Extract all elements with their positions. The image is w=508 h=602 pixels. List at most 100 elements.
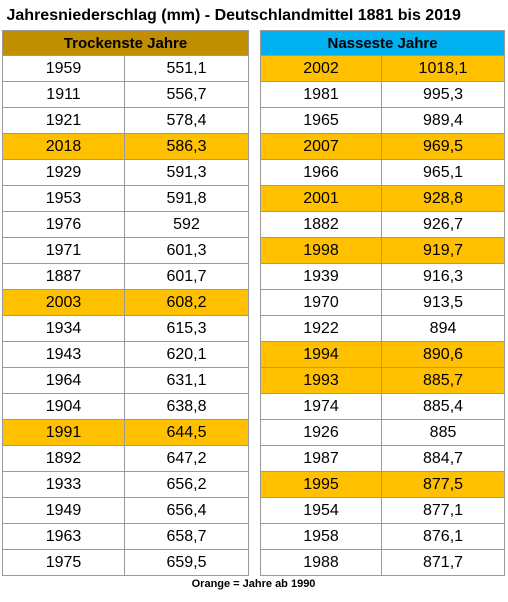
footnote: Orange = Jahre ab 1990 bbox=[191, 578, 316, 590]
year-cell: 2007 bbox=[260, 133, 382, 160]
value-cell: 995,3 bbox=[380, 81, 506, 108]
gap bbox=[248, 211, 261, 238]
gap bbox=[248, 289, 261, 316]
year-cell: 1994 bbox=[260, 341, 382, 368]
year-cell: 1904 bbox=[2, 393, 125, 420]
value-cell: 884,7 bbox=[380, 445, 506, 472]
value-cell: 551,1 bbox=[124, 55, 249, 82]
year-cell: 2001 bbox=[260, 185, 382, 212]
gap bbox=[248, 523, 261, 550]
value-cell: 586,3 bbox=[124, 133, 249, 160]
data-row: 1934 615,3 1922 894 bbox=[2, 315, 506, 342]
value-cell: 928,8 bbox=[380, 185, 506, 212]
value-cell: 631,1 bbox=[124, 367, 249, 394]
data-row: 1929 591,3 1966 965,1 bbox=[2, 159, 506, 186]
value-cell: 656,2 bbox=[124, 471, 249, 498]
year-cell: 1976 bbox=[2, 211, 125, 238]
year-cell: 1970 bbox=[260, 289, 382, 316]
data-row: 1975 659,5 1988 871,7 bbox=[2, 549, 506, 576]
value-cell: 919,7 bbox=[380, 237, 506, 264]
value-cell: 592 bbox=[124, 211, 249, 238]
year-cell: 1922 bbox=[260, 315, 382, 342]
value-cell: 916,3 bbox=[380, 263, 506, 290]
value-cell: 591,3 bbox=[124, 159, 249, 186]
year-cell: 1953 bbox=[2, 185, 125, 212]
value-cell: 969,5 bbox=[380, 133, 506, 160]
header-row: Trockenste Jahre Nasseste Jahre bbox=[2, 30, 506, 56]
year-cell: 2018 bbox=[2, 133, 125, 160]
year-cell: 1998 bbox=[260, 237, 382, 264]
gap bbox=[248, 445, 261, 472]
year-cell: 1974 bbox=[260, 393, 382, 420]
gap bbox=[248, 367, 261, 394]
data-row: 1887 601,7 1939 916,3 bbox=[2, 263, 506, 290]
data-row: 1976 592 1882 926,7 bbox=[2, 211, 506, 238]
wet-header: Nasseste Jahre bbox=[259, 30, 506, 56]
data-row: 1949 656,4 1954 877,1 bbox=[2, 497, 506, 524]
value-cell: 926,7 bbox=[380, 211, 506, 238]
title: Jahresniederschlag (mm) - Deutschlandmit… bbox=[6, 7, 461, 24]
value-cell: 556,7 bbox=[124, 81, 249, 108]
year-cell: 1959 bbox=[2, 55, 125, 82]
data-row: 2018 586,3 2007 969,5 bbox=[2, 133, 506, 160]
gap bbox=[248, 159, 261, 186]
gap bbox=[248, 549, 261, 576]
gap bbox=[248, 471, 261, 498]
value-cell: 659,5 bbox=[124, 549, 249, 576]
value-cell: 890,6 bbox=[380, 341, 506, 368]
value-cell: 601,7 bbox=[124, 263, 249, 290]
value-cell: 658,7 bbox=[124, 523, 249, 550]
year-cell: 1963 bbox=[2, 523, 125, 550]
footnote-row: Orange = Jahre ab 1990 bbox=[3, 576, 505, 593]
year-cell: 2003 bbox=[2, 289, 125, 316]
year-cell: 1887 bbox=[2, 263, 125, 290]
data-row: 1911 556,7 1981 995,3 bbox=[2, 81, 506, 108]
gap bbox=[248, 419, 261, 446]
value-cell: 989,4 bbox=[380, 107, 506, 134]
value-cell: 608,2 bbox=[124, 289, 249, 316]
year-cell: 1991 bbox=[2, 419, 125, 446]
gap bbox=[248, 30, 261, 56]
value-cell: 885,7 bbox=[380, 367, 506, 394]
value-cell: 894 bbox=[380, 315, 506, 342]
data-row: 1943 620,1 1994 890,6 bbox=[2, 341, 506, 368]
year-cell: 1882 bbox=[260, 211, 382, 238]
gap bbox=[248, 55, 261, 82]
year-cell: 1954 bbox=[260, 497, 382, 524]
year-cell: 1965 bbox=[260, 107, 382, 134]
data-row: 1921 578,4 1965 989,4 bbox=[2, 107, 506, 134]
year-cell: 1939 bbox=[260, 263, 382, 290]
value-cell: 644,5 bbox=[124, 419, 249, 446]
year-cell: 1995 bbox=[260, 471, 382, 498]
year-cell: 1988 bbox=[260, 549, 382, 576]
value-cell: 591,8 bbox=[124, 185, 249, 212]
value-cell: 877,1 bbox=[380, 497, 506, 524]
gap bbox=[248, 185, 261, 212]
value-cell: 877,5 bbox=[380, 471, 506, 498]
gap bbox=[248, 341, 261, 368]
gap bbox=[248, 81, 261, 108]
dry-header: Trockenste Jahre bbox=[2, 30, 249, 56]
value-cell: 601,3 bbox=[124, 237, 249, 264]
data-row: 1904 638,8 1974 885,4 bbox=[2, 393, 506, 420]
gap bbox=[248, 237, 261, 264]
value-cell: 578,4 bbox=[124, 107, 249, 134]
year-cell: 1949 bbox=[2, 497, 125, 524]
year-cell: 1926 bbox=[260, 419, 382, 446]
value-cell: 913,5 bbox=[380, 289, 506, 316]
year-cell: 1934 bbox=[2, 315, 125, 342]
gap bbox=[248, 107, 261, 134]
year-cell: 1987 bbox=[260, 445, 382, 472]
data-row: 1964 631,1 1993 885,7 bbox=[2, 367, 506, 394]
year-cell: 1964 bbox=[2, 367, 125, 394]
year-cell: 1966 bbox=[260, 159, 382, 186]
value-cell: 871,7 bbox=[380, 549, 506, 576]
value-cell: 965,1 bbox=[380, 159, 506, 186]
value-cell: 638,8 bbox=[124, 393, 249, 420]
data-row: 1963 658,7 1958 876,1 bbox=[2, 523, 506, 550]
year-cell: 1929 bbox=[2, 159, 125, 186]
gap bbox=[248, 315, 261, 342]
year-cell: 1981 bbox=[260, 81, 382, 108]
year-cell: 1971 bbox=[2, 237, 125, 264]
